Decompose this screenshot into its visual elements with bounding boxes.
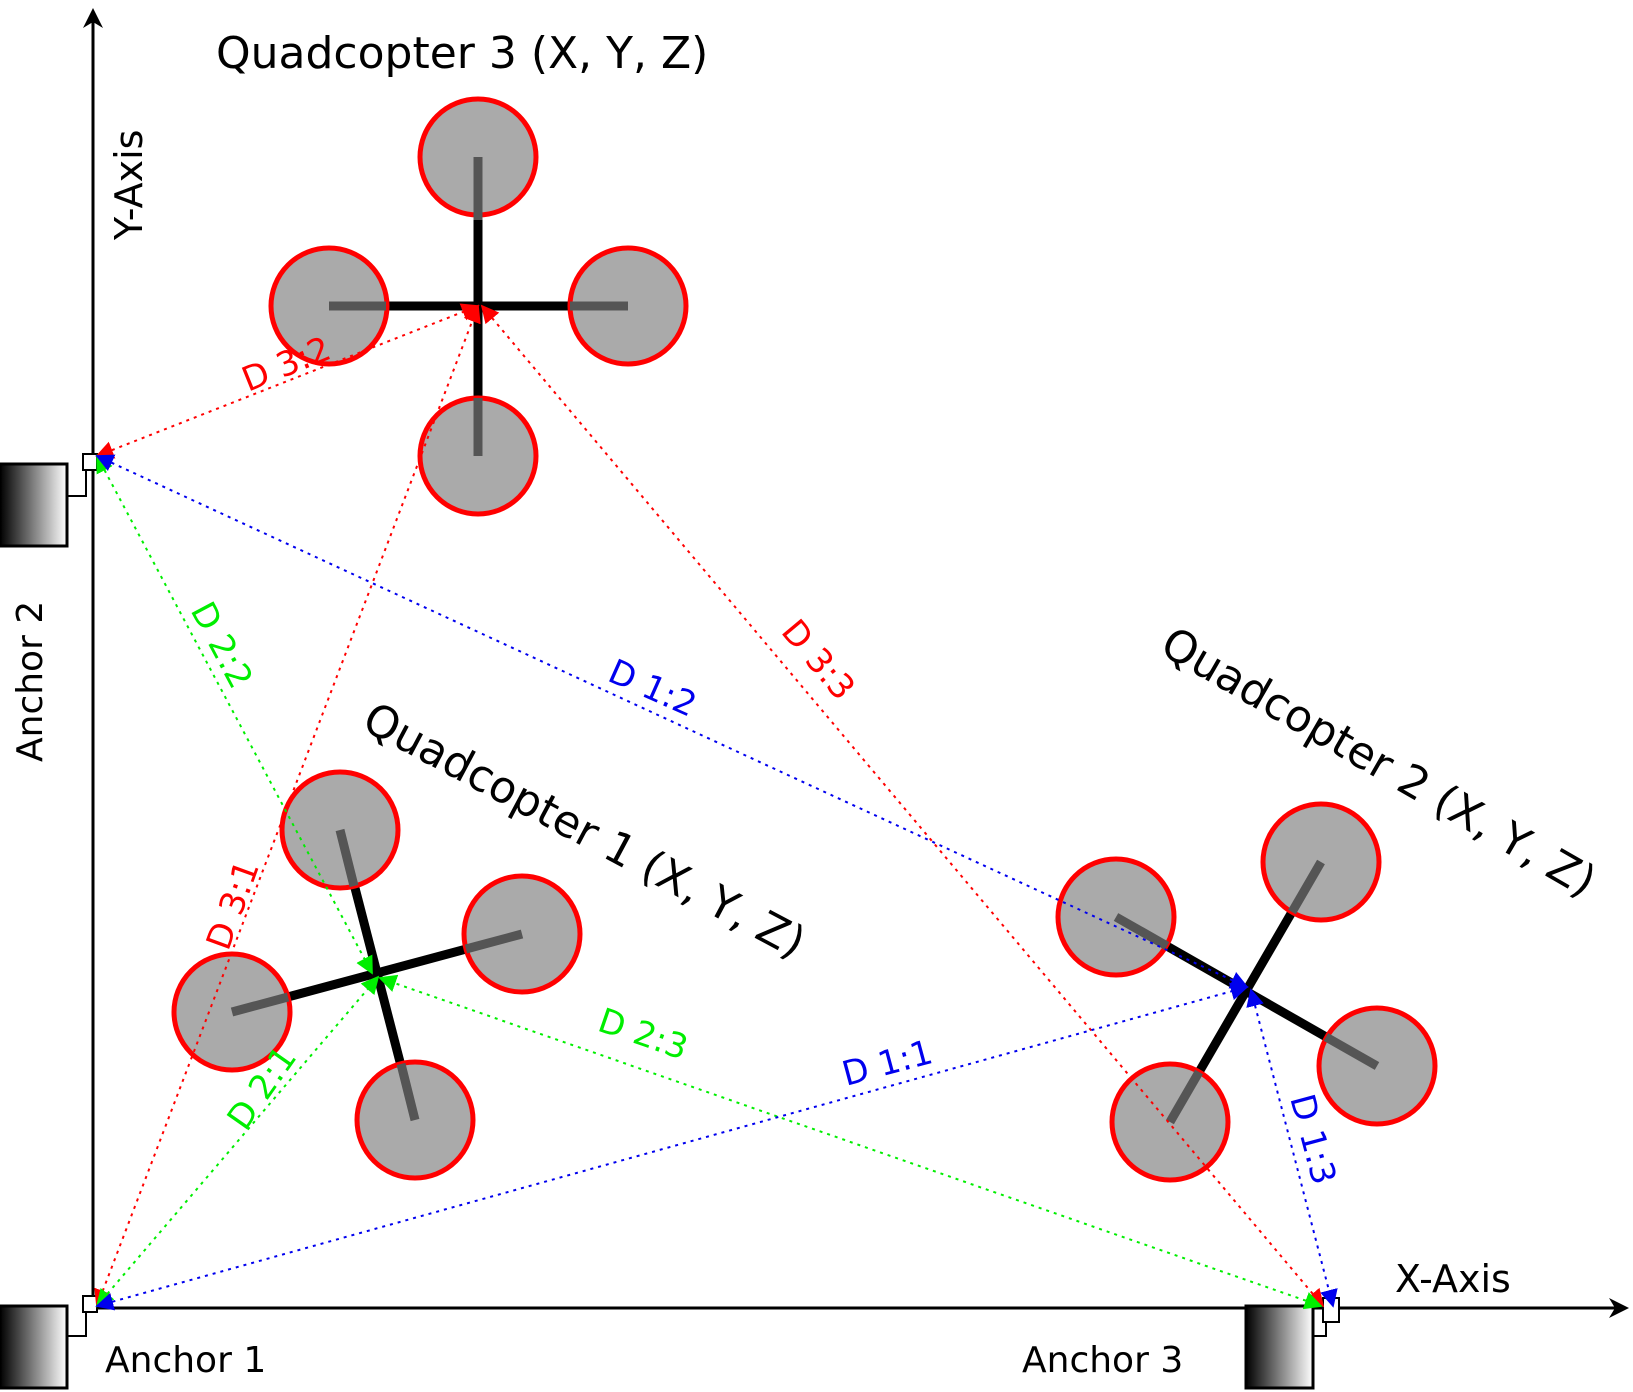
anchor-2: Anchor 2: [0, 453, 98, 762]
anchor-1-box: [0, 1304, 69, 1390]
d1-2-line: [95, 454, 1249, 989]
anchor-2-box: [0, 462, 69, 548]
anchor-1-antenna: [82, 1295, 98, 1313]
d1-1-label: D 1:1: [838, 1032, 937, 1094]
d3-3-line: [480, 304, 1325, 1308]
quadcopter-2: Quadcopter 2 (X, Y, Z): [1055, 617, 1604, 1183]
anchor-1: Anchor 1: [0, 1295, 266, 1390]
d1-2-label: D 1:2: [602, 652, 702, 726]
y-axis-label: Y-Axis: [107, 130, 151, 241]
d1-3-line: [1246, 988, 1338, 1308]
d3-3-label: D 3:3: [773, 612, 863, 708]
d3-1-label: D 3:1: [199, 855, 268, 955]
quad3-label: Quadcopter 3 (X, Y, Z): [216, 28, 708, 79]
anchor-3-box: [1244, 1304, 1315, 1390]
x-axis-label: X-Axis: [1395, 1257, 1511, 1301]
anchor-3: Anchor 3: [1022, 1297, 1340, 1390]
anchor-3-label: Anchor 3: [1022, 1340, 1183, 1381]
anchor-3-connector: [1313, 1322, 1327, 1337]
anchor-2-antenna: [82, 453, 98, 471]
anchor-2-label: Anchor 2: [10, 601, 51, 762]
quadcopter-3: Quadcopter 3 (X, Y, Z): [216, 28, 708, 517]
quad1-label: Quadcopter 1 (X, Y, Z): [355, 693, 814, 969]
anchor-1-label: Anchor 1: [105, 1340, 266, 1381]
d2-2-label: D 2:2: [182, 595, 260, 695]
d1-1-line: [95, 982, 1249, 1311]
